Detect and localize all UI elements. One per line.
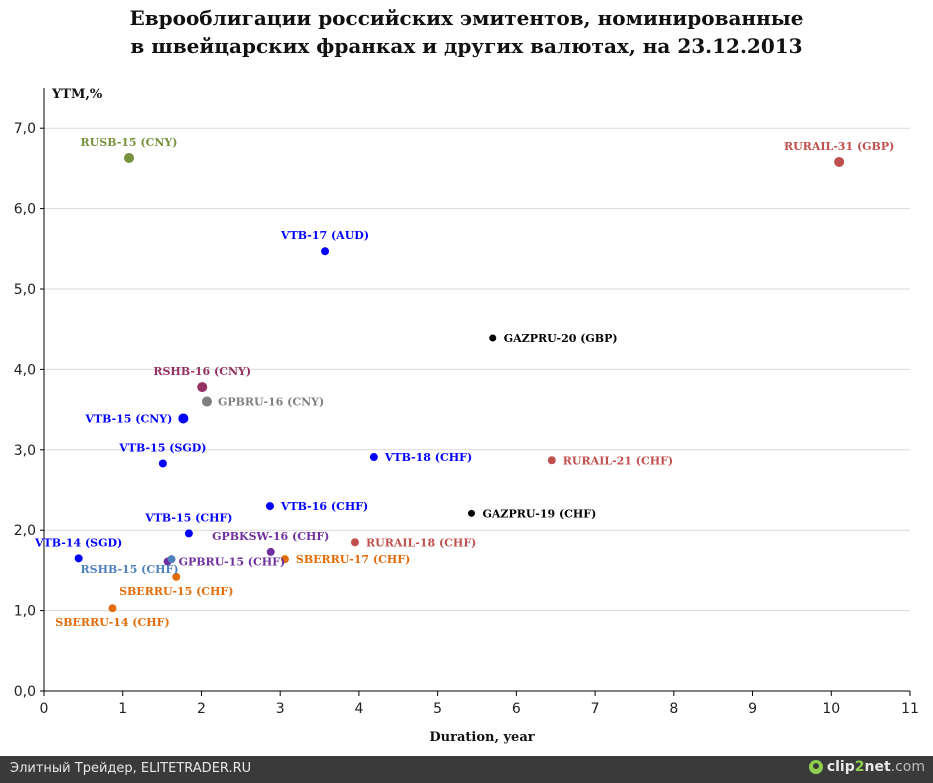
logo-text-1: clip [826, 759, 855, 775]
point-label-9: RURAIL-21 (CHF) [563, 454, 673, 467]
y-tick-label-6: 6,0 [14, 202, 36, 218]
point-label-6: VTB-15 (CNY) [84, 412, 172, 425]
point-label-8: VTB-18 (CHF) [384, 451, 472, 464]
point-label-16: SBERRU-17 (CHF) [296, 553, 410, 566]
point-label-2: VTB-17 (AUD) [280, 229, 369, 242]
point-4 [197, 382, 208, 393]
data-points [74, 152, 845, 613]
point-20 [108, 604, 117, 613]
point-label-10: VTB-16 (CHF) [280, 500, 368, 513]
x-tick-label-8: 8 [669, 701, 678, 717]
point-9 [547, 456, 556, 465]
point-labels: RUSB-15 (CNY) RURAIL-31 (GBP) VTB-17 (AUD)… [34, 136, 894, 629]
point-label-18: RSHB-15 (CHF) [81, 563, 179, 576]
point-19 [172, 572, 181, 581]
point-5 [201, 396, 212, 407]
point-7 [158, 459, 167, 468]
point-18 [167, 555, 176, 564]
chart-title: Еврооблигации российских эмитентов, номи… [0, 4, 933, 60]
logo-text-2: 2 [854, 759, 865, 775]
x-axis-label: Duration, year [429, 730, 534, 745]
y-tick-label-2: 2,0 [14, 523, 36, 539]
y-axis-label: YTM,% [51, 87, 103, 102]
clip2net-logo[interactable]: clip2net.com [808, 759, 925, 775]
point-label-14: RURAIL-18 (CHF) [366, 536, 476, 549]
point-3 [489, 334, 497, 342]
point-0 [124, 152, 135, 163]
x-tick-label-0: 0 [40, 701, 49, 717]
point-label-4: RSHB-16 (CNY) [153, 365, 251, 378]
point-14 [350, 538, 359, 547]
chart-title-line-2: в швейцарских франках и других валютах, … [130, 34, 803, 58]
point-16 [280, 555, 289, 564]
point-label-3: GAZPRU-20 (GBP) [504, 332, 618, 345]
point-6 [178, 413, 189, 424]
x-tick-label-10: 10 [822, 701, 840, 717]
x-tick-label-6: 6 [512, 701, 521, 717]
footer-source: Элитный Трейдер, ELITETRADER.RU [10, 761, 252, 776]
point-label-1: RURAIL-31 (GBP) [784, 140, 894, 153]
point-15 [74, 554, 83, 563]
scatter-chart: 0,0 1,0 2,0 3,0 4,0 5,0 6,0 7,0 0 1 2 3 4 5 6 7 8 9 10 11 R… [14, 87, 919, 745]
x-tick-label-2: 2 [197, 701, 206, 717]
chart-title-line-1: Еврооблигации российских эмитентов, номи… [129, 6, 804, 30]
x-tick-label-1: 1 [118, 701, 127, 717]
point-8 [369, 453, 378, 462]
tick-labels: 0,0 1,0 2,0 3,0 4,0 5,0 6,0 7,0 0 1 2 3 4 5 6 7 8 9 10 11 [14, 121, 919, 717]
point-label-7: VTB-15 (SGD) [118, 441, 206, 454]
clip2net-icon [808, 760, 823, 774]
footer-bar: Элитный Трейдер, ELITETRADER.RU clip2net… [0, 756, 933, 783]
point-label-15: VTB-14 (SGD) [34, 536, 122, 549]
y-tick-label-3: 3,0 [14, 443, 36, 459]
point-label-19: SBERRU-15 (CHF) [119, 585, 233, 598]
y-tick-label-1: 1,0 [14, 604, 36, 620]
y-tick-label-0: 0,0 [14, 684, 36, 700]
grid-lines [44, 127, 910, 612]
y-tick-label-7: 7,0 [14, 121, 36, 137]
y-tick-label-4: 4,0 [14, 362, 36, 378]
point-10 [265, 502, 274, 511]
x-tick-label-3: 3 [276, 701, 285, 717]
x-tick-label-9: 9 [748, 701, 757, 717]
point-label-0: RUSB-15 (CNY) [81, 136, 178, 149]
logo-text-4: .com [890, 759, 925, 775]
point-11 [467, 509, 475, 517]
y-tick-label-5: 5,0 [14, 282, 36, 298]
x-tick-label-11: 11 [901, 701, 919, 717]
point-12 [184, 529, 193, 538]
point-label-5: GPBRU-16 (CNY) [218, 396, 324, 409]
point-label-11: GAZPRU-19 (CHF) [482, 507, 596, 520]
point-label-17: GPBRU-15 (CHF) [179, 556, 286, 569]
x-tick-label-4: 4 [354, 701, 363, 717]
axes [40, 88, 911, 696]
point-label-13: GPBKSW-16 (CHF) [212, 530, 329, 543]
x-tick-label-7: 7 [591, 701, 600, 717]
point-label-12: VTB-15 (CHF) [144, 511, 232, 524]
point-13 [266, 547, 275, 556]
x-tick-label-5: 5 [433, 701, 442, 717]
logo-text-3: net [864, 759, 891, 775]
point-label-20: SBERRU-14 (CHF) [55, 616, 169, 629]
point-1 [834, 156, 845, 167]
point-2 [321, 247, 330, 256]
